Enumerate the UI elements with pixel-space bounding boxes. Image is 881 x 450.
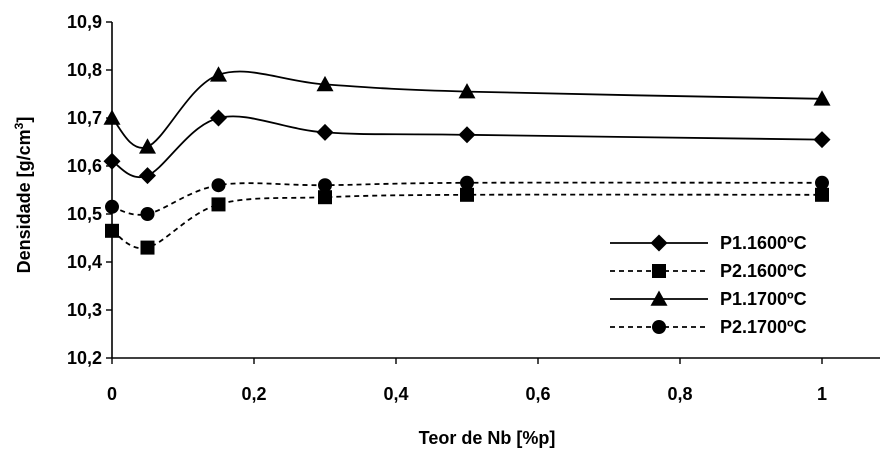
- series-square: [105, 187, 829, 255]
- data-point: [316, 75, 334, 92]
- data-point: [318, 190, 332, 205]
- data-point: [813, 131, 831, 149]
- y-tick-label: 10,5: [67, 204, 102, 224]
- axes: 10,210,310,410,510,610,710,810,90 0,2 0,4 0…: [67, 12, 880, 404]
- legend-label: P1.1700ºC: [720, 289, 807, 309]
- data-point: [460, 187, 474, 202]
- legend-marker: [650, 234, 668, 252]
- x-tick-label: 0,4: [383, 384, 408, 404]
- data-point: [316, 123, 334, 141]
- series-layer: [103, 66, 831, 255]
- y-axis-title: Densidade [g/cm3]: [12, 117, 34, 274]
- data-point: [211, 178, 226, 193]
- y-tick-label: 10,9: [67, 12, 102, 32]
- y-tick-label: 10,8: [67, 60, 102, 80]
- data-point: [139, 167, 156, 185]
- x-axis-title: Teor de Nb [%p]: [419, 428, 556, 448]
- legend: P1.1600ºC P2.1600ºC P1.1700ºC P2.1700ºC: [610, 233, 807, 337]
- x-tick-label: 0,8: [667, 384, 692, 404]
- legend-item: P2.1600ºC: [610, 261, 807, 281]
- data-point: [211, 197, 226, 212]
- legend-item: P2.1700ºC: [610, 317, 807, 337]
- y-tick-label: 10,7: [67, 108, 102, 128]
- legend-marker: [652, 264, 666, 278]
- legend-marker: [650, 290, 668, 306]
- legend-item: P1.1600ºC: [610, 233, 807, 253]
- data-point: [140, 240, 155, 255]
- x-tick-label: 0,2: [241, 384, 266, 404]
- data-point: [140, 207, 155, 221]
- legend-item: P1.1700ºC: [610, 289, 807, 309]
- data-point: [458, 126, 476, 144]
- data-point: [210, 66, 227, 82]
- y-tick-label: 10,3: [67, 300, 102, 320]
- data-point: [813, 90, 831, 106]
- legend-label: P2.1700ºC: [720, 317, 807, 337]
- data-point: [458, 83, 476, 99]
- series-diamond: [103, 109, 831, 185]
- data-point: [103, 109, 121, 125]
- x-tick-label: 1: [817, 384, 827, 404]
- legend-label: P1.1600ºC: [720, 233, 807, 253]
- data-point: [815, 187, 829, 202]
- series-circle: [105, 175, 829, 221]
- y-tick-label: 10,2: [67, 348, 102, 368]
- legend-marker: [652, 320, 666, 334]
- data-point: [460, 175, 474, 190]
- legend-label: P2.1600ºC: [720, 261, 807, 281]
- y-tick-label: 10,6: [67, 156, 102, 176]
- data-point: [105, 223, 119, 238]
- x-tick-label: 0: [107, 384, 117, 404]
- series-triangle: [103, 66, 831, 154]
- x-tick-label: 0,6: [525, 384, 550, 404]
- data-point: [105, 199, 119, 214]
- data-point: [210, 109, 227, 127]
- data-point: [103, 152, 121, 170]
- data-point: [139, 138, 156, 154]
- data-point: [318, 178, 332, 193]
- y-tick-label: 10,4: [67, 252, 102, 272]
- data-point: [815, 175, 829, 190]
